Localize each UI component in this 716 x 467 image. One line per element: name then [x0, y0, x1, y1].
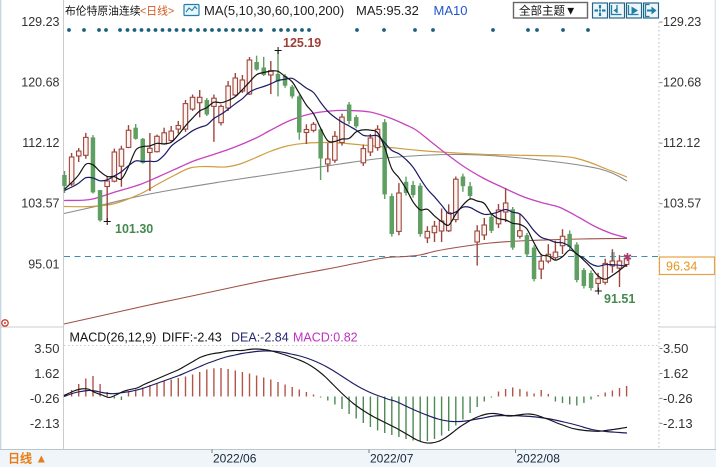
svg-text:全部主题▼: 全部主题▼: [519, 4, 576, 18]
svg-text:-2.13: -2.13: [663, 416, 693, 431]
svg-text:DIFF:-2.43: DIFF:-2.43: [162, 331, 222, 345]
svg-text:MACD:0.82: MACD:0.82: [293, 331, 358, 345]
svg-text:95.01: 95.01: [28, 257, 59, 271]
svg-text:-2.13: -2.13: [30, 416, 60, 431]
svg-text:MACD(26,12,9): MACD(26,12,9): [70, 331, 157, 345]
svg-text:1.62: 1.62: [663, 366, 688, 381]
svg-text:✱: ✱: [623, 252, 632, 264]
svg-text:-0.26: -0.26: [30, 391, 60, 406]
svg-text:91.51: 91.51: [604, 292, 635, 306]
svg-text:129.23: 129.23: [663, 15, 701, 29]
svg-text:96.34: 96.34: [666, 260, 697, 274]
svg-text:日线 ▲: 日线 ▲: [8, 451, 47, 466]
svg-text:101.30: 101.30: [115, 222, 153, 236]
svg-text:103.57: 103.57: [21, 197, 59, 211]
svg-text:MA5:95.32: MA5:95.32: [356, 3, 419, 18]
svg-text:120.68: 120.68: [663, 76, 701, 90]
svg-text:125.19: 125.19: [283, 36, 321, 50]
svg-text:布伦特原油连续: 布伦特原油连续: [65, 4, 141, 18]
svg-text:3.50: 3.50: [34, 341, 59, 356]
svg-text:<日线>: <日线>: [140, 4, 174, 18]
svg-text:MA(5,10,30,60,100,200): MA(5,10,30,60,100,200): [204, 3, 344, 18]
svg-text:103.57: 103.57: [663, 197, 701, 211]
svg-text:DEA:-2.84: DEA:-2.84: [231, 331, 289, 345]
svg-text:129.23: 129.23: [21, 15, 59, 29]
svg-text:2022/06: 2022/06: [213, 452, 257, 466]
svg-text:112.12: 112.12: [663, 136, 700, 150]
svg-text:1.62: 1.62: [34, 366, 59, 381]
svg-text:3.50: 3.50: [663, 341, 688, 356]
svg-text:MA10: MA10: [434, 3, 468, 18]
svg-text:2022/07: 2022/07: [370, 452, 414, 466]
svg-text:-0.26: -0.26: [663, 391, 693, 406]
svg-text:120.68: 120.68: [21, 76, 59, 90]
svg-text:112.12: 112.12: [22, 136, 59, 150]
svg-text:2022/08: 2022/08: [517, 452, 561, 466]
